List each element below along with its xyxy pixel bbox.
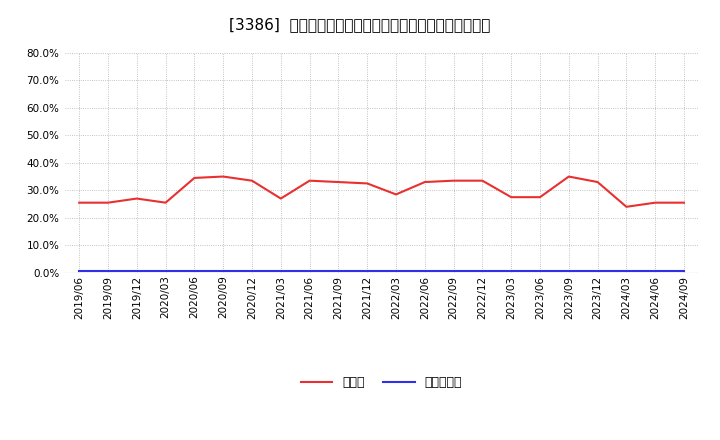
有利子負債 bbox=[104, 269, 112, 274]
有利子負債 bbox=[75, 269, 84, 274]
現頸金 bbox=[161, 200, 170, 205]
有利子負債 bbox=[392, 269, 400, 274]
有利子負債 bbox=[680, 269, 688, 274]
有利子負債 bbox=[190, 269, 199, 274]
現頸金 bbox=[449, 178, 458, 183]
現頸金 bbox=[334, 180, 343, 185]
Legend: 現頸金, 有利子負債: 現頸金, 有利子負債 bbox=[296, 371, 467, 394]
有利子負債 bbox=[305, 269, 314, 274]
現頸金 bbox=[104, 200, 112, 205]
有利子負債 bbox=[276, 269, 285, 274]
有利子負債 bbox=[478, 269, 487, 274]
有利子負債 bbox=[161, 269, 170, 274]
Text: [3386]  現頸金、有利子負債の総資産に対する比率の推移: [3386] 現頸金、有利子負債の総資産に対する比率の推移 bbox=[229, 18, 491, 33]
現頸金 bbox=[593, 180, 602, 185]
現頸金 bbox=[219, 174, 228, 179]
現頸金 bbox=[132, 196, 141, 201]
現頸金 bbox=[248, 178, 256, 183]
現頸金 bbox=[363, 181, 372, 186]
Line: 現頸金: 現頸金 bbox=[79, 176, 684, 207]
有利子負債 bbox=[564, 269, 573, 274]
有利子負債 bbox=[132, 269, 141, 274]
現頸金 bbox=[564, 174, 573, 179]
有利子負債 bbox=[536, 269, 544, 274]
有利子負債 bbox=[593, 269, 602, 274]
現頸金 bbox=[478, 178, 487, 183]
有利子負債 bbox=[219, 269, 228, 274]
現頸金 bbox=[622, 204, 631, 209]
有利子負債 bbox=[420, 269, 429, 274]
有利子負債 bbox=[363, 269, 372, 274]
現頸金 bbox=[276, 196, 285, 201]
有利子負債 bbox=[622, 269, 631, 274]
現頸金 bbox=[75, 200, 84, 205]
現頸金 bbox=[420, 180, 429, 185]
現頸金 bbox=[305, 178, 314, 183]
現頸金 bbox=[190, 175, 199, 180]
現頸金 bbox=[680, 200, 688, 205]
有利子負債 bbox=[248, 269, 256, 274]
有利子負債 bbox=[334, 269, 343, 274]
現頸金 bbox=[392, 192, 400, 197]
現頸金 bbox=[507, 194, 516, 200]
有利子負債 bbox=[449, 269, 458, 274]
有利子負債 bbox=[651, 269, 660, 274]
有利子負債 bbox=[507, 269, 516, 274]
現頸金 bbox=[536, 194, 544, 200]
現頸金 bbox=[651, 200, 660, 205]
